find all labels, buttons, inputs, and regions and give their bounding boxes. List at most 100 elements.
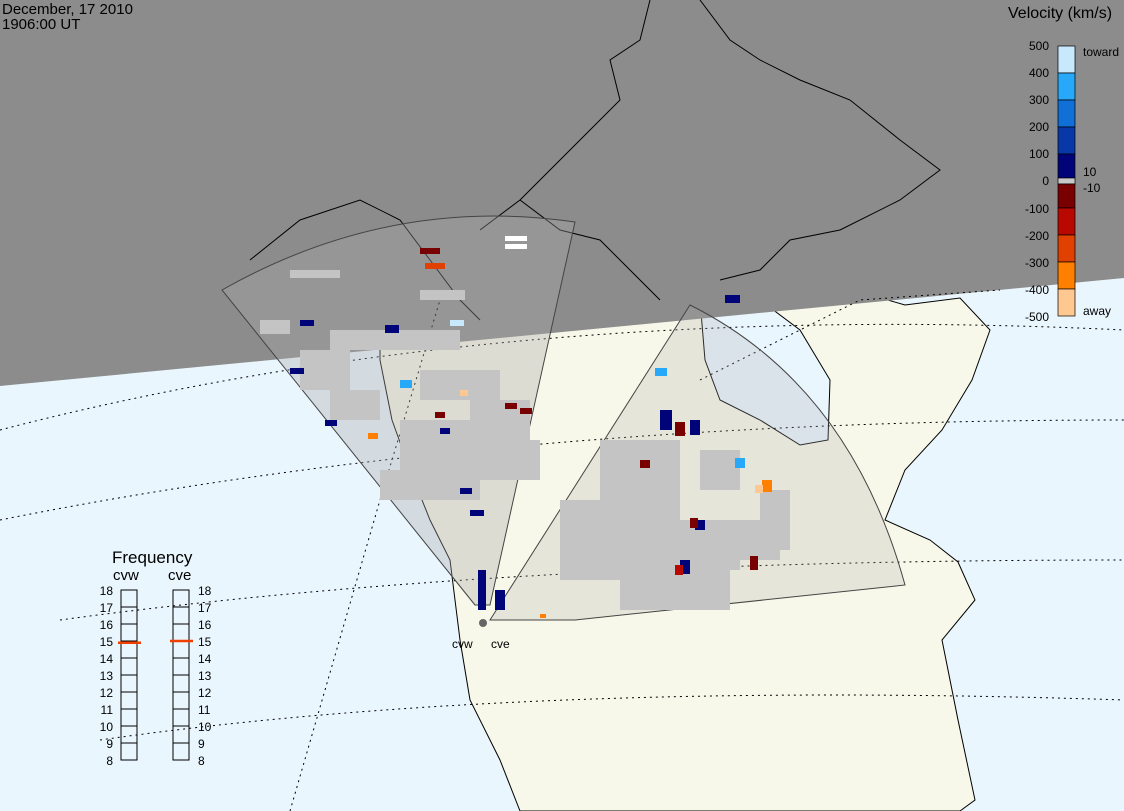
frequency-tick-left: 11 (101, 703, 114, 717)
frequency-tick-right: 8 (198, 754, 205, 768)
colorbar-label-neg: -10 (1083, 181, 1101, 195)
colorbar-label-pos: 10 (1083, 165, 1097, 179)
colorbar-tick: -200 (1025, 229, 1049, 243)
velocity-cell (660, 410, 672, 430)
velocity-cell (640, 460, 650, 468)
colorbar-tick: 0 (1042, 174, 1049, 188)
colorbar-tick: -300 (1025, 256, 1049, 270)
velocity-cell (505, 244, 527, 249)
ground-scatter-cell (300, 350, 350, 390)
plot-time: 1906:00 UT (2, 16, 81, 33)
radar-label-cve: cve (491, 637, 510, 651)
velocity-cell (540, 614, 546, 618)
velocity-cell (300, 320, 314, 326)
velocity-cell (725, 295, 740, 303)
velocity-cell (655, 368, 667, 376)
colorbar-tick: -100 (1025, 202, 1049, 216)
velocity-cell (478, 570, 486, 610)
frequency-tick-left: 15 (100, 635, 114, 649)
colorbar-segment (1057, 288, 1076, 317)
frequency-tick-left: 13 (100, 669, 114, 683)
velocity-cell (520, 408, 532, 414)
velocity-cell (440, 428, 450, 434)
frequency-tick-left: 12 (100, 686, 114, 700)
colorbar-title: Velocity (km/s) (1008, 5, 1113, 22)
velocity-cell (690, 518, 698, 528)
velocity-cell (505, 236, 527, 241)
frequency-panel: 18 18 17 17 16 16 15 15 14 14 13 13 12 12 11 11 10 10 9 9 8 8 (100, 584, 212, 768)
velocity-cell (325, 420, 337, 426)
colorbar-segment (1057, 183, 1076, 209)
velocity-cell (762, 480, 772, 492)
velocity-cell (690, 420, 700, 435)
ground-scatter-cell (290, 270, 340, 278)
colorbar-tick: -500 (1025, 310, 1049, 324)
ground-scatter-cell (390, 330, 460, 350)
velocity-cell (460, 390, 468, 396)
frequency-tick-right: 9 (198, 737, 205, 751)
velocity-cell (695, 520, 705, 530)
velocity-cell (400, 380, 412, 388)
frequency-tick-left: 16 (100, 618, 114, 632)
cvw-fan-outline (221, 215, 576, 606)
colorbar-segment (1057, 234, 1076, 263)
velocity-cell (290, 368, 304, 374)
ground-scatter-cell (330, 330, 390, 350)
frequency-tick-right: 17 (198, 601, 212, 615)
colorbar-segment (1057, 72, 1076, 101)
colorbar-segment (1057, 126, 1076, 155)
frequency-radar-cvw: cvw (113, 567, 139, 584)
colorbar-tick: 300 (1029, 93, 1049, 107)
frequency-title: Frequency (112, 548, 193, 567)
frequency-tick-left: 17 (100, 601, 114, 615)
velocity-cell (435, 412, 445, 418)
velocity-cell (460, 488, 472, 494)
frequency-tick-left: 10 (100, 720, 114, 734)
colorbar-tick: 500 (1029, 39, 1049, 53)
velocity-cell (450, 320, 464, 326)
ground-scatter-cell (420, 290, 465, 300)
velocity-cell (368, 433, 378, 439)
colorbar-segment (1057, 261, 1076, 290)
velocity-cell (755, 485, 763, 493)
frequency-tick-right: 16 (198, 618, 212, 632)
hudson-bay (699, 299, 831, 446)
frequency-tick-right: 13 (198, 669, 212, 683)
frequency-tick-right: 15 (198, 635, 212, 649)
lat-lon-grid (0, 289, 1124, 811)
velocity-cell (680, 560, 690, 574)
frequency-tick-right: 10 (198, 720, 212, 734)
colorbar-tick: 100 (1029, 147, 1049, 161)
velocity-colorbar: 500 400 300 200 100 0 -100 -200 -300 -400 -500 towa… (1025, 39, 1119, 324)
frequency-tick-right: 11 (198, 703, 211, 717)
ground-scatter-cell (260, 320, 290, 334)
velocity-cell (750, 556, 758, 570)
frequency-tick-right: 18 (198, 584, 212, 598)
colorbar-segment (1057, 153, 1076, 179)
velocity-cell (470, 510, 484, 516)
colorbar-segment (1057, 45, 1076, 74)
ground-scatter-cell (470, 400, 530, 440)
arctic-coastlines (249, 0, 941, 321)
colorbar-segment (1057, 99, 1076, 128)
colorbar-label-away: away (1083, 304, 1111, 318)
scatter-cells (260, 236, 790, 618)
radar-label-cvw: cvw (452, 637, 473, 651)
frequency-tick-left: 18 (100, 584, 114, 598)
velocity-cell (675, 565, 683, 575)
velocity-cell (425, 263, 445, 269)
frequency-tick-left: 9 (106, 737, 113, 751)
velocity-cell (385, 325, 399, 333)
night-shading (0, 0, 1124, 386)
colorbar-label-toward: toward (1083, 45, 1119, 59)
velocity-cell (495, 590, 505, 610)
radar-site-marker (479, 619, 487, 627)
ground-scatter-cell (440, 440, 540, 480)
frequency-tick-right: 14 (198, 652, 212, 666)
colorbar-tick: 200 (1029, 120, 1049, 134)
frequency-radar-cve: cve (168, 567, 192, 584)
velocity-cell (505, 403, 517, 409)
frequency-tick-left: 14 (100, 652, 114, 666)
frequency-tick-left: 8 (106, 754, 113, 768)
